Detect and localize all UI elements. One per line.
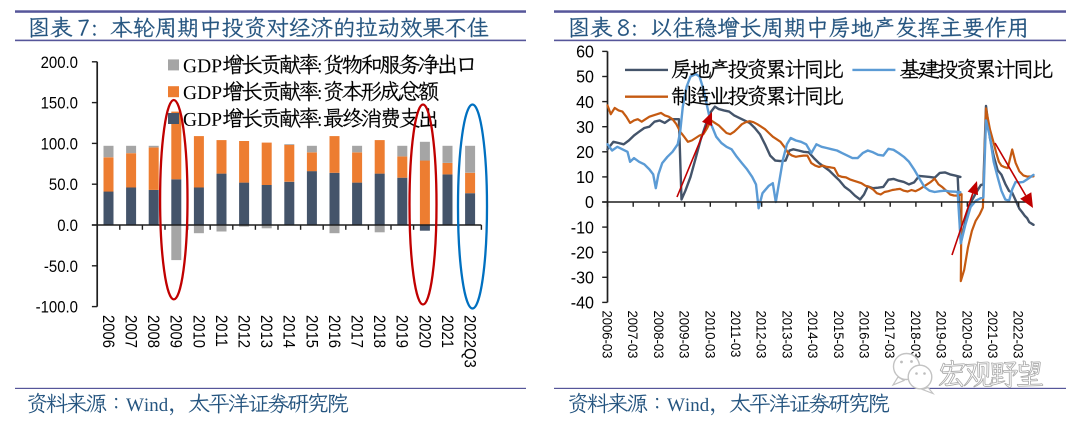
svg-text:2021: 2021 <box>438 315 456 348</box>
svg-text:2015: 2015 <box>302 315 320 348</box>
svg-text:2014: 2014 <box>279 315 297 348</box>
svg-text:0: 0 <box>585 193 594 213</box>
svg-text:2012-03: 2012-03 <box>754 311 770 359</box>
svg-text:2015-03: 2015-03 <box>831 311 847 359</box>
svg-text:50.0: 50.0 <box>49 176 78 194</box>
svg-text:2018-03: 2018-03 <box>908 311 924 359</box>
svg-text:2006: 2006 <box>99 315 117 348</box>
svg-text:2008: 2008 <box>144 315 162 348</box>
svg-text:2009: 2009 <box>166 315 184 348</box>
svg-text:10: 10 <box>576 167 594 187</box>
svg-text:2019: 2019 <box>392 315 410 348</box>
svg-text:2011: 2011 <box>212 315 230 347</box>
svg-text:-30: -30 <box>571 268 594 288</box>
svg-text:-40: -40 <box>571 293 594 313</box>
svg-text:60: 60 <box>576 42 594 62</box>
svg-text:40: 40 <box>576 92 594 112</box>
svg-text:30: 30 <box>576 117 594 137</box>
svg-text:2009-03: 2009-03 <box>676 311 692 359</box>
svg-text:-50.0: -50.0 <box>44 258 78 276</box>
svg-text:2020-03: 2020-03 <box>959 311 975 359</box>
svg-text:-20: -20 <box>571 243 594 263</box>
svg-text:2008-03: 2008-03 <box>651 311 667 359</box>
svg-text:2012: 2012 <box>234 315 252 348</box>
svg-text:200.0: 200.0 <box>41 54 79 72</box>
svg-text:2017: 2017 <box>347 315 365 348</box>
svg-text:2018: 2018 <box>370 315 388 348</box>
svg-text:-100.0: -100.0 <box>36 299 78 317</box>
svg-text:2007-03: 2007-03 <box>625 311 641 359</box>
svg-text:2013-03: 2013-03 <box>779 311 795 359</box>
svg-text:100.0: 100.0 <box>41 136 79 154</box>
svg-text:2022-03: 2022-03 <box>1011 311 1027 359</box>
svg-text:2020: 2020 <box>415 315 433 348</box>
svg-text:2016: 2016 <box>325 315 343 348</box>
svg-text:2016-03: 2016-03 <box>856 311 872 359</box>
svg-text:0.0: 0.0 <box>57 217 78 235</box>
svg-text:50: 50 <box>576 67 594 87</box>
svg-text:2022Q3: 2022Q3 <box>460 315 478 368</box>
svg-text:-10: -10 <box>571 218 594 238</box>
svg-text:2010: 2010 <box>189 315 207 348</box>
svg-text:2007: 2007 <box>121 315 139 348</box>
svg-text:2010-03: 2010-03 <box>702 311 718 359</box>
svg-text:20: 20 <box>576 142 594 162</box>
svg-text:2017-03: 2017-03 <box>882 311 898 359</box>
svg-text:2006-03: 2006-03 <box>599 311 615 359</box>
svg-text:2014-03: 2014-03 <box>805 311 821 359</box>
svg-text:2019-03: 2019-03 <box>933 311 949 359</box>
svg-text:2011-03: 2011-03 <box>728 311 744 358</box>
svg-text:2021-03: 2021-03 <box>985 311 1001 359</box>
svg-text:150.0: 150.0 <box>41 95 79 113</box>
svg-text:2013: 2013 <box>257 315 275 348</box>
